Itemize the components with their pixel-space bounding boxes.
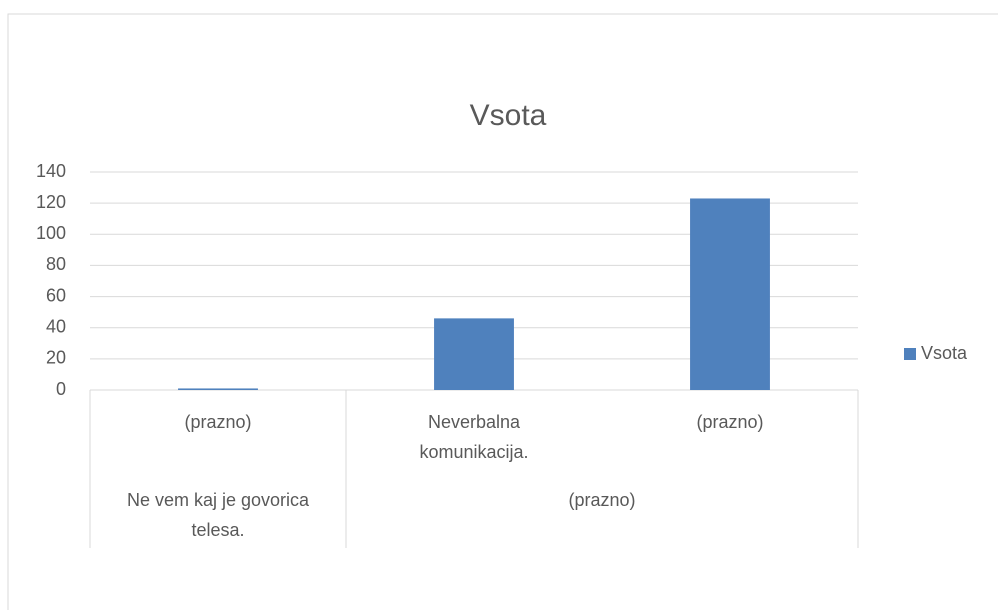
x-tick-label: Neverbalna komunikacija. — [419, 412, 529, 462]
x-tick-label: (prazno) — [696, 412, 764, 432]
y-tick-label: 140 — [36, 161, 66, 181]
y-tick-label: 100 — [36, 223, 66, 243]
y-tick-label: 20 — [46, 348, 66, 368]
x-group-label: Ne vem kaj je govorica telesa. — [126, 490, 310, 540]
bar — [178, 388, 258, 390]
x-group-label: (prazno) — [568, 490, 636, 510]
x-tick-label: (prazno) — [184, 412, 252, 432]
y-tick-label: 40 — [46, 316, 66, 336]
y-tick-label: 60 — [46, 285, 66, 305]
legend-swatch — [904, 348, 916, 360]
chart-border — [7, 13, 998, 610]
legend-label: Vsota — [921, 343, 968, 363]
y-tick-label: 80 — [46, 254, 66, 274]
bar — [434, 318, 514, 390]
y-tick-label: 120 — [36, 192, 66, 212]
chart-title: Vsota — [470, 99, 547, 132]
y-tick-label: 0 — [56, 379, 66, 399]
bar — [690, 198, 770, 390]
